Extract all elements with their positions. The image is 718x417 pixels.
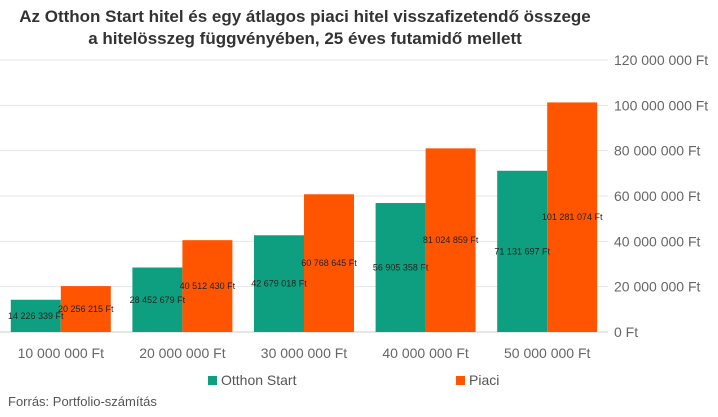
bar-piaci	[425, 148, 476, 332]
bar-piaci	[304, 194, 354, 332]
y-tick-label: 100 000 000 Ft	[614, 97, 708, 113]
data-label: 40 512 430 Ft	[180, 281, 236, 291]
y-tick-label: 80 000 000 Ft	[614, 143, 701, 159]
legend: Otthon Start Piaci	[208, 372, 499, 388]
x-tick-label: 40 000 000 Ft	[382, 345, 469, 361]
chart-title-line-2: a hitelösszeg függvényében, 25 éves futa…	[88, 29, 522, 48]
data-label: 28 452 679 Ft	[130, 295, 186, 305]
bar-otthon-start	[254, 235, 304, 332]
source-note: Forrás: Portfolio-számítás	[8, 394, 157, 409]
bar-otthon-start	[375, 203, 426, 332]
bar-otthon-start	[497, 170, 548, 332]
data-label: 71 131 697 Ft	[494, 246, 550, 256]
y-tick-label: 0 Ft	[614, 324, 638, 340]
data-label: 81 024 859 Ft	[423, 235, 479, 245]
data-label: 101 281 074 Ft	[542, 212, 603, 222]
bar-piaci	[547, 102, 598, 332]
legend-swatch	[456, 376, 465, 385]
y-tick-label: 40 000 000 Ft	[614, 233, 701, 249]
data-label: 60 768 645 Ft	[301, 258, 357, 268]
legend-label: Piaci	[469, 372, 499, 388]
x-tick-label: 50 000 000 Ft	[504, 345, 591, 361]
x-tick-label: 20 000 000 Ft	[139, 345, 226, 361]
y-tick-label: 20 000 000 Ft	[614, 279, 701, 295]
legend-label: Otthon Start	[221, 372, 297, 388]
bars	[10, 102, 598, 332]
bar-piaci	[60, 286, 111, 332]
y-tick-label: 60 000 000 Ft	[614, 188, 701, 204]
y-axis-ticks: 0 Ft 20 000 000 Ft 40 000 000 Ft 60 000 000…	[614, 52, 708, 340]
bar-otthon-start	[132, 267, 183, 332]
x-axis-ticks: 10 000 000 Ft 20 000 000 Ft 30 000 000 Ft 4…	[18, 345, 591, 361]
legend-swatch	[208, 376, 217, 385]
x-tick-label: 10 000 000 Ft	[18, 345, 105, 361]
chart-title: Az Otthon Start hitel és egy átlagos pia…	[0, 6, 610, 50]
data-label: 14 226 339 Ft	[8, 311, 64, 321]
chart-title-line-1: Az Otthon Start hitel és egy átlagos pia…	[19, 7, 591, 26]
x-tick-label: 30 000 000 Ft	[261, 345, 348, 361]
y-tick-label: 120 000 000 Ft	[614, 52, 708, 68]
data-label: 20 256 215 Ft	[58, 304, 114, 314]
bar-piaci	[182, 240, 233, 332]
data-label: 42 679 018 Ft	[251, 279, 307, 289]
data-label: 56 905 358 Ft	[373, 263, 429, 273]
bar-otthon-start	[10, 299, 61, 332]
